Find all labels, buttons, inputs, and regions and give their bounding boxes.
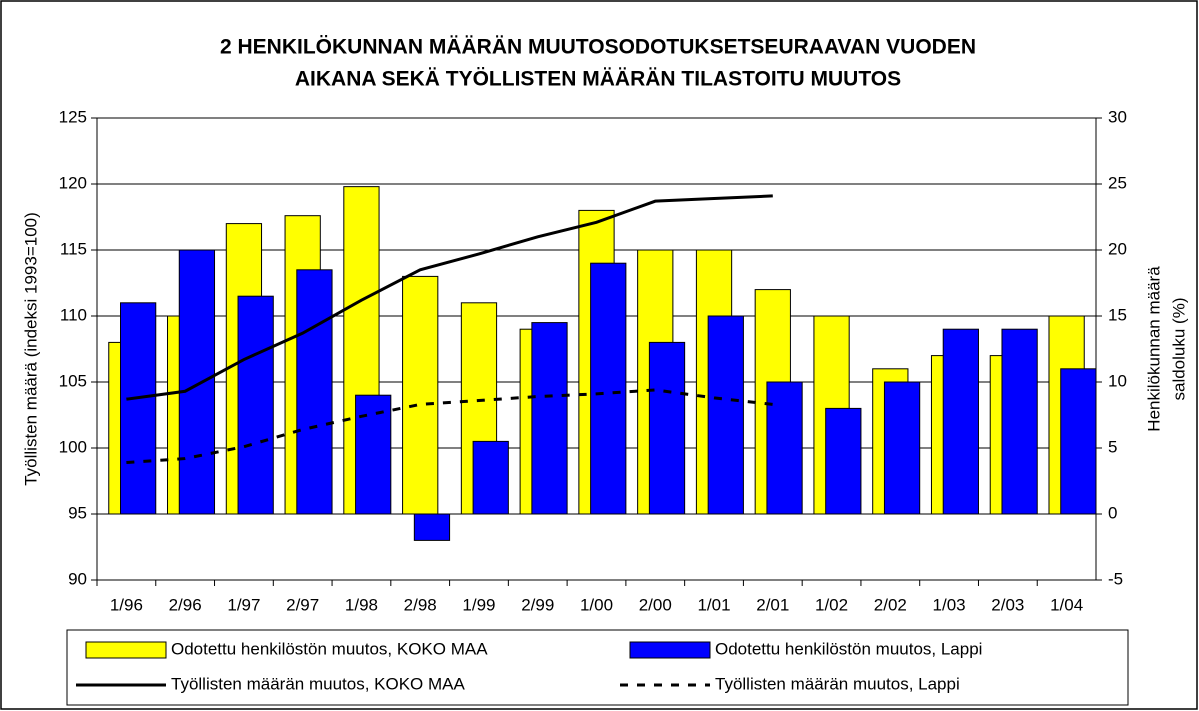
x-tick-label: 2/97 (286, 595, 319, 614)
x-tick-label: 1/01 (697, 595, 730, 614)
y2-tick-label: 20 (1108, 239, 1127, 258)
bar (1060, 368, 1097, 515)
y2-tick-label: 30 (1108, 107, 1127, 126)
bar (178, 249, 216, 515)
x-tick-label: 2/99 (521, 595, 554, 614)
bar (942, 328, 979, 515)
y2-tick-label: 5 (1108, 437, 1117, 456)
x-tick-label: 1/96 (110, 595, 143, 614)
y-tick-label: 105 (59, 371, 87, 390)
line (126, 388, 773, 465)
y-tick-label: 125 (59, 107, 87, 126)
bar (472, 440, 509, 515)
x-tick-label: 1/03 (933, 595, 966, 614)
y2-axis-label: saldoluku (%) (1169, 298, 1188, 401)
y-tick-label: 100 (59, 437, 87, 456)
bar (296, 269, 333, 515)
y2-tick-label: 25 (1108, 173, 1127, 192)
x-tick-label: 2/96 (169, 595, 202, 614)
x-tick-label: 2/03 (991, 595, 1024, 614)
bar (766, 381, 803, 515)
bar (648, 341, 686, 515)
legend-box (66, 629, 1129, 706)
legend-label: Työllisten määrän muutos, KOKO MAA (171, 674, 465, 693)
x-tick-label: 2/98 (404, 595, 437, 614)
legend-swatch (85, 641, 167, 659)
y-tick-label: 110 (60, 305, 87, 324)
y-tick-label: 115 (60, 239, 87, 258)
legend-label: Odotettu henkilöstön muutos, Lappi (715, 639, 982, 658)
line (126, 194, 773, 401)
bar (237, 295, 274, 515)
legend-label: Odotettu henkilöstön muutos, KOKO MAA (171, 639, 488, 658)
bar (707, 315, 744, 515)
bar (120, 302, 157, 515)
x-tick-label: 1/99 (462, 595, 495, 614)
y2-tick-label: 0 (1108, 503, 1117, 522)
bar (825, 407, 862, 515)
bar (531, 322, 568, 515)
x-tick-label: 2/02 (874, 595, 907, 614)
bar (883, 381, 921, 515)
x-tick-label: 2/00 (639, 595, 672, 614)
chart-title: 2 HENKILÖKUNNAN MÄÄRÄN MUUTOSODOTUKSETSE… (220, 36, 976, 59)
x-tick-label: 1/00 (580, 595, 613, 614)
y2-tick-label: 15 (1108, 305, 1127, 324)
x-tick-label: 2/01 (756, 595, 789, 614)
bar (402, 275, 439, 515)
y2-axis-label: Henkilökunnan määrä (1144, 266, 1163, 432)
y-tick-label: 95 (68, 503, 87, 522)
bar (590, 262, 627, 515)
legend-swatch (629, 641, 711, 659)
y2-tick-label: -5 (1108, 569, 1123, 588)
bar (413, 513, 451, 541)
x-tick-label: 1/04 (1050, 595, 1083, 614)
y-tick-label: 90 (68, 569, 87, 588)
bar (355, 394, 392, 515)
y-tick-label: 120 (59, 173, 87, 192)
y-axis-label: Työllisten määrä (indeksi 1993=100) (21, 212, 40, 486)
legend-label: Työllisten määrän muutos, Lappi (715, 674, 960, 693)
y2-tick-label: 10 (1108, 371, 1127, 390)
x-tick-label: 1/02 (815, 595, 848, 614)
bar (1001, 328, 1038, 515)
x-tick-label: 1/97 (227, 595, 260, 614)
x-tick-label: 1/98 (345, 595, 378, 614)
chart-title: AIKANA SEKÄ TYÖLLISTEN MÄÄRÄN TILASTOITU… (295, 68, 901, 91)
